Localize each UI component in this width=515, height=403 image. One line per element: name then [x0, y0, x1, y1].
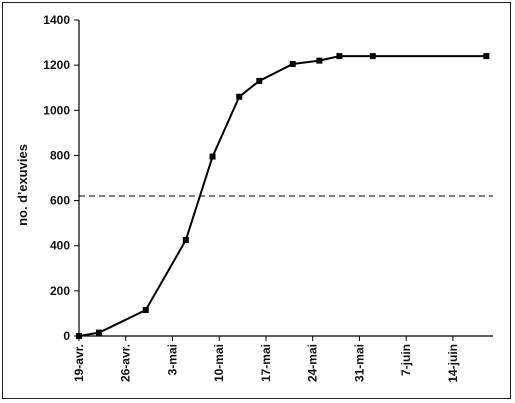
data-point-marker [289, 61, 296, 68]
y-tick-label: 600 [50, 194, 70, 208]
x-tick-label: 26-avr. [119, 344, 133, 382]
y-tick-label: 1000 [43, 103, 70, 117]
y-tick-label: 400 [50, 239, 70, 253]
x-tick-label: 3-mai [165, 344, 179, 375]
x-tick-label: 14-juin [446, 344, 460, 383]
data-point-marker [316, 57, 323, 64]
y-tick-label: 1400 [43, 13, 70, 27]
x-tick-label: 10-mai [212, 344, 226, 382]
chart-frame [2, 2, 511, 399]
data-point-marker [336, 53, 343, 60]
data-point-marker [96, 329, 103, 336]
data-point-marker [182, 237, 189, 244]
data-point-marker [236, 93, 243, 100]
y-axis-label: no. d'exuvies [15, 144, 30, 226]
y-tick-label: 0 [63, 329, 70, 343]
x-tick-label: 19-avr. [72, 344, 86, 382]
x-tick-label: 24-mai [306, 344, 320, 382]
data-point-marker [76, 333, 82, 339]
x-tick-label: 17-mai [259, 344, 273, 382]
y-tick-label: 800 [50, 148, 70, 162]
data-point-marker [369, 53, 376, 60]
data-point-marker [209, 153, 216, 160]
data-point-marker [256, 77, 263, 84]
data-point-marker [483, 53, 490, 60]
data-point-marker [142, 307, 149, 314]
x-tick-label: 31-mai [352, 344, 366, 382]
series-line [78, 55, 487, 337]
x-tick-label: 7-juin [399, 344, 413, 376]
y-tick-label: 1200 [43, 58, 70, 72]
y-tick-label: 200 [50, 284, 70, 298]
